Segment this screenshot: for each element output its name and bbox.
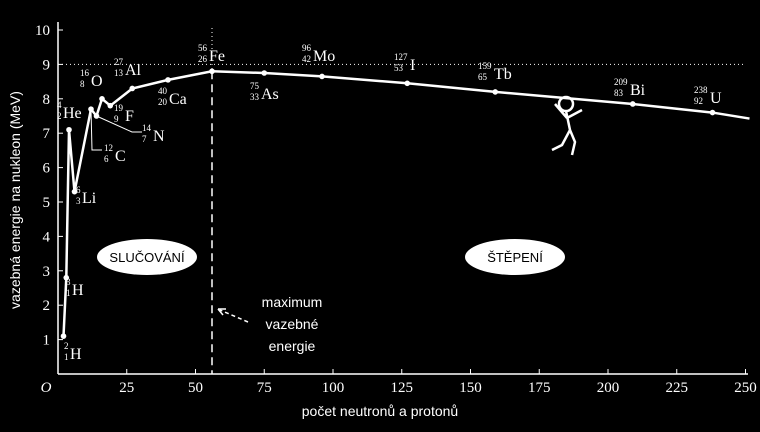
atomic-number: 1 xyxy=(66,288,71,298)
y-tick-label: 9 xyxy=(43,57,51,73)
point xyxy=(209,68,215,74)
atomic-number: 20 xyxy=(158,97,168,107)
atomic-number: 6 xyxy=(104,154,109,164)
x-tick-label: 225 xyxy=(666,380,689,396)
mass-number: 238 xyxy=(694,85,708,95)
point xyxy=(61,333,67,339)
point xyxy=(404,81,410,87)
x-tick-label: O xyxy=(41,380,52,396)
x-tick-label: 175 xyxy=(528,380,551,396)
atomic-number: 9 xyxy=(114,114,119,124)
y-tick-label: 1 xyxy=(43,333,51,349)
element-symbol: Bi xyxy=(630,82,646,99)
mass-number: 19 xyxy=(114,103,124,113)
atomic-number: 3 xyxy=(76,196,81,206)
atomic-number: 8 xyxy=(80,79,85,89)
point xyxy=(107,103,113,109)
y-tick-label: 2 xyxy=(43,298,51,314)
element-symbol: Li xyxy=(82,190,97,207)
atomic-number: 83 xyxy=(614,88,624,98)
mass-number: 96 xyxy=(302,43,312,53)
element-symbol: Ca xyxy=(169,91,187,108)
mass-number: 209 xyxy=(614,77,628,87)
element-symbol: I xyxy=(410,57,415,74)
atomic-number: 92 xyxy=(694,96,703,106)
x-tick-label: 75 xyxy=(257,380,272,396)
x-tick-label: 200 xyxy=(597,380,620,396)
x-tick-label: 250 xyxy=(734,380,757,396)
element-symbol: F xyxy=(125,108,134,125)
atomic-number: 65 xyxy=(478,72,488,82)
point xyxy=(129,86,135,92)
point xyxy=(99,96,105,102)
point xyxy=(165,77,171,83)
atomic-number: 7 xyxy=(142,134,147,144)
element-symbol: Al xyxy=(125,62,142,79)
mass-number: 40 xyxy=(158,86,168,96)
y-tick-label: 8 xyxy=(43,92,51,108)
atomic-number: 26 xyxy=(198,54,208,64)
element-symbol: H xyxy=(72,282,84,299)
mass-number: 2 xyxy=(64,341,69,351)
mass-number: 27 xyxy=(114,57,124,67)
point xyxy=(492,89,498,95)
mass-number: 6 xyxy=(76,185,81,195)
element-symbol: Mo xyxy=(313,48,335,65)
point xyxy=(261,70,267,76)
mass-number: 75 xyxy=(250,81,260,91)
x-tick-label: 50 xyxy=(188,380,203,396)
element-symbol: C xyxy=(115,148,126,165)
y-axis-label: vazebná energie na nukleon (MeV) xyxy=(7,91,23,309)
mass-number: 12 xyxy=(104,143,113,153)
atomic-number: 33 xyxy=(250,92,260,102)
x-tick-label: 125 xyxy=(391,380,414,396)
point xyxy=(710,110,716,116)
mass-number: 14 xyxy=(142,123,152,133)
mass-number: 4 xyxy=(57,100,62,110)
atomic-number: 53 xyxy=(394,63,404,73)
atomic-number: 42 xyxy=(302,54,311,64)
chart: vazebná energie na nukleon (MeV) počet n… xyxy=(0,0,760,432)
mass-number: 127 xyxy=(394,52,408,62)
element-symbol: H xyxy=(70,346,82,363)
atomic-number: 13 xyxy=(114,68,124,78)
mass-number: 159 xyxy=(478,61,492,71)
element-symbol: U xyxy=(710,90,722,107)
element-symbol: N xyxy=(153,128,165,145)
mass-number: 56 xyxy=(198,43,208,53)
mass-number: 16 xyxy=(80,68,90,78)
point xyxy=(66,127,72,133)
point xyxy=(630,101,636,107)
x-tick-label: 150 xyxy=(459,380,482,396)
y-tick-label: 3 xyxy=(43,264,51,280)
x-tick-label: 100 xyxy=(322,380,345,396)
y-tick-label: 6 xyxy=(43,161,51,177)
element-symbol: Fe xyxy=(209,48,225,65)
y-tick-label: 4 xyxy=(43,229,51,245)
atomic-number: 1 xyxy=(64,352,69,362)
y-tick-label: 7 xyxy=(43,126,51,142)
y-tick-label: 10 xyxy=(35,23,50,39)
y-tick-label: 5 xyxy=(43,195,51,211)
x-axis-label: počet neutronů a protonů xyxy=(302,403,458,419)
annotation-line: vazebné xyxy=(266,316,319,332)
point xyxy=(319,74,325,80)
annotation-line: maximum xyxy=(262,294,323,310)
element-symbol: He xyxy=(63,105,82,122)
mass-number: 3 xyxy=(66,277,71,287)
atomic-number: 2 xyxy=(57,111,62,121)
element-symbol: O xyxy=(91,73,103,90)
fission-label: ŠTĚPENÍ xyxy=(487,250,543,265)
element-symbol: As xyxy=(261,86,279,103)
annotation-line: energie xyxy=(269,338,316,354)
x-tick-label: 25 xyxy=(119,380,134,396)
fusion-label: SLUČOVÁNÍ xyxy=(109,250,185,265)
element-symbol: Tb xyxy=(494,66,512,83)
